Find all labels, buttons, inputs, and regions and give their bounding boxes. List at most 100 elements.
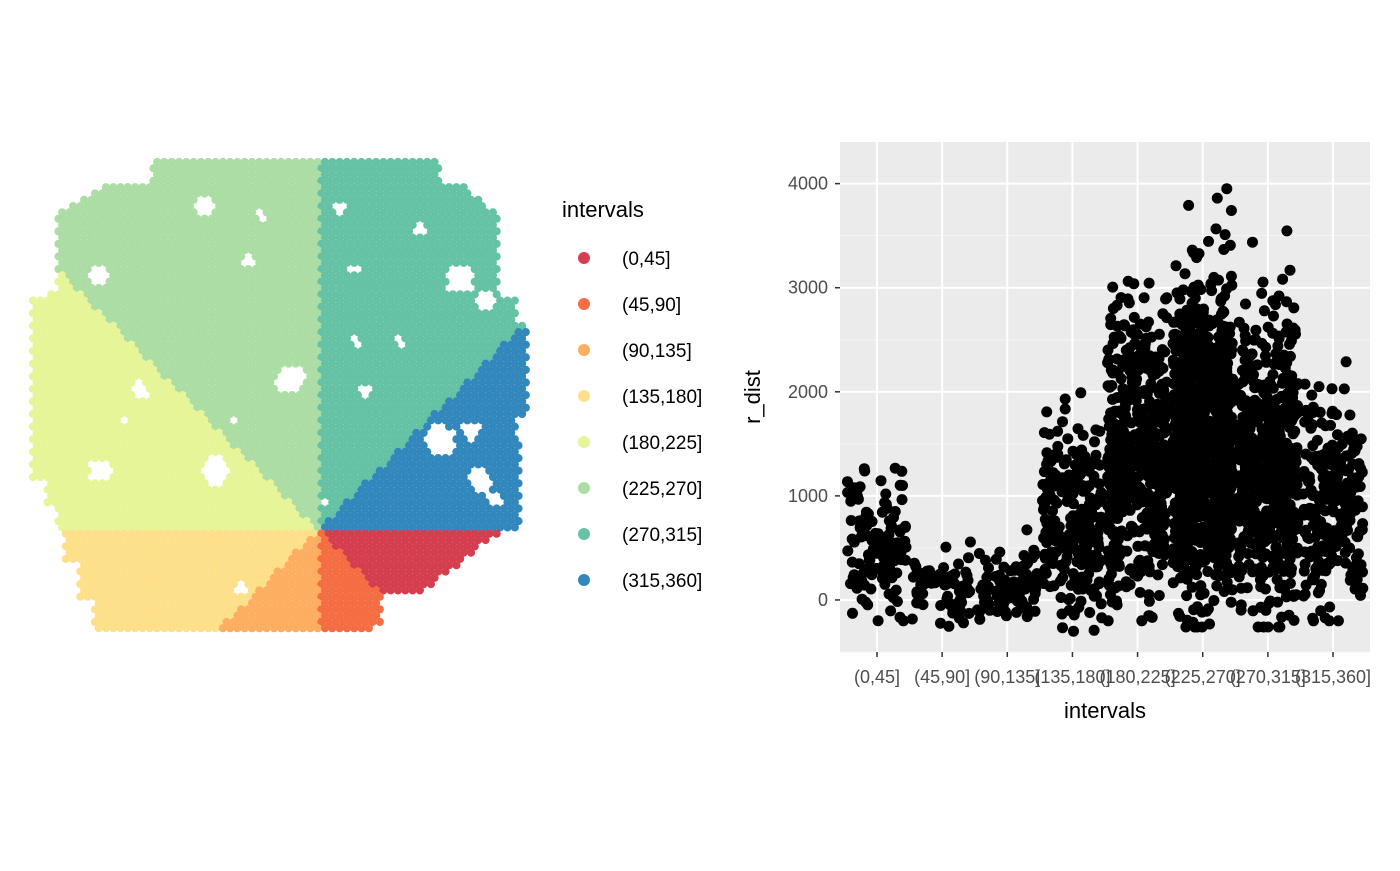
spot [29, 473, 37, 481]
spot [361, 378, 369, 386]
data-point [940, 542, 951, 553]
spot [467, 549, 475, 557]
spot [277, 624, 285, 632]
data-point [870, 533, 881, 544]
data-point [1028, 594, 1039, 605]
spot [153, 624, 161, 632]
spot [350, 259, 358, 267]
data-point [850, 487, 861, 498]
data-point [918, 599, 929, 610]
spot [168, 624, 176, 632]
spot [365, 624, 373, 632]
spot [387, 586, 395, 594]
legend-label: (90,135] [622, 341, 692, 362]
spot [299, 624, 307, 632]
data-point [1049, 580, 1060, 591]
data-point [858, 567, 869, 578]
legend-label: (225,270] [622, 479, 702, 500]
spot [219, 624, 227, 632]
data-point [876, 475, 887, 486]
spot [102, 624, 110, 632]
data-point [1047, 516, 1058, 527]
data-point [1080, 549, 1091, 560]
legend-key [578, 298, 590, 310]
spatial-spot-map [29, 158, 530, 632]
data-point [1157, 308, 1168, 319]
spot [197, 624, 205, 632]
spot [201, 189, 209, 197]
data-point [1060, 404, 1071, 415]
spot [321, 624, 329, 632]
data-point [978, 591, 989, 602]
data-point [1094, 426, 1105, 437]
legend-key [578, 528, 590, 540]
data-point [842, 545, 853, 556]
data-point [1068, 446, 1079, 457]
data-point [1092, 528, 1103, 539]
data-point [1078, 486, 1089, 497]
data-point [1041, 537, 1052, 548]
data-point [1049, 495, 1060, 506]
data-point [1089, 625, 1100, 636]
data-point [1030, 606, 1041, 617]
spot [241, 624, 249, 632]
data-point [1086, 505, 1097, 516]
data-point [1068, 626, 1079, 637]
data-point [1073, 423, 1084, 434]
spot [146, 624, 154, 632]
spot [95, 259, 103, 267]
data-point [877, 543, 888, 554]
spot [343, 624, 351, 632]
spot [452, 561, 460, 569]
data-point [963, 552, 974, 563]
spot [489, 486, 497, 494]
data-point [847, 557, 858, 568]
spot [503, 523, 511, 531]
data-point [994, 599, 1005, 610]
data-point [1049, 449, 1060, 460]
data-point [1052, 426, 1063, 437]
spot [204, 624, 212, 632]
data-point [892, 596, 903, 607]
spot [226, 624, 234, 632]
data-point [879, 497, 890, 508]
spot [482, 536, 490, 544]
spot [117, 624, 125, 632]
legend-key [578, 482, 590, 494]
data-point [1077, 584, 1088, 595]
spot [306, 624, 314, 632]
spot [255, 624, 263, 632]
data-point [1042, 463, 1053, 474]
data-point [873, 615, 884, 626]
data-point [1092, 458, 1103, 469]
spot [138, 624, 146, 632]
spot [190, 624, 198, 632]
spot [175, 624, 183, 632]
spot [376, 618, 384, 626]
spot [76, 593, 84, 601]
spot [463, 416, 471, 424]
data-point [898, 537, 909, 548]
data-point [897, 494, 908, 505]
data-point [1073, 471, 1084, 482]
spot [36, 473, 44, 481]
data-point [936, 568, 947, 579]
data-point [1089, 436, 1100, 447]
spot [441, 567, 449, 575]
spot [336, 196, 344, 204]
data-point [855, 523, 866, 534]
legend-key [578, 436, 590, 448]
spot [248, 624, 256, 632]
data-point [926, 578, 937, 589]
data-point [1065, 593, 1076, 604]
data-point [895, 480, 906, 491]
data-point [1039, 427, 1050, 438]
spot [328, 624, 336, 632]
spot [263, 624, 271, 632]
data-point [886, 572, 897, 583]
spot [44, 498, 52, 506]
data-point [981, 572, 992, 583]
spot [62, 555, 70, 563]
data-point [1015, 576, 1026, 587]
